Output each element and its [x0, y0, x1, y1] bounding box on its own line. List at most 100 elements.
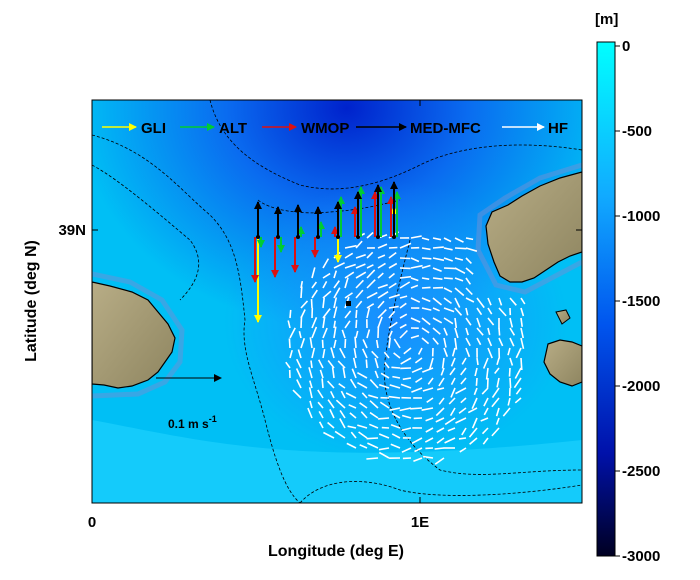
- hf-vector: [443, 317, 454, 325]
- hf-vector: [402, 377, 412, 381]
- hf-vector: [300, 316, 303, 329]
- legend-label-wmop: WMOP: [301, 120, 349, 137]
- hf-vector: [344, 244, 357, 249]
- hf-vector: [378, 433, 390, 439]
- shallow-south: [92, 420, 582, 503]
- hf-vector: [295, 358, 302, 369]
- hf-vector: [476, 337, 482, 346]
- hf-vector: [333, 306, 338, 319]
- hf-vector: [353, 348, 357, 359]
- hf-vector: [388, 337, 391, 349]
- hf-vector: [450, 357, 456, 367]
- hf-vector: [391, 433, 401, 439]
- hf-vector: [289, 309, 292, 319]
- x-tick-label: 0: [88, 514, 96, 531]
- hf-vector: [421, 407, 434, 411]
- hf-vector: [432, 337, 439, 345]
- hf-vector: [344, 292, 353, 299]
- hf-vector: [421, 237, 430, 241]
- hf-vector: [438, 377, 445, 387]
- hf-vector: [335, 399, 346, 409]
- hf-vector: [443, 237, 452, 243]
- hf-vector: [329, 390, 335, 399]
- hf-vector: [421, 264, 431, 269]
- station-marker: [346, 301, 351, 306]
- isobath: [209, 100, 582, 190]
- hf-vector: [435, 407, 445, 417]
- hf-vector: [344, 338, 347, 349]
- hf-vector: [410, 235, 422, 239]
- hf-vector: [495, 417, 500, 425]
- hf-vector: [471, 397, 478, 410]
- hf-vector: [401, 414, 412, 419]
- hf-vector: [520, 297, 526, 305]
- hf-vector: [458, 407, 467, 414]
- hf-vector: [520, 307, 525, 317]
- hf-vector: [298, 331, 302, 339]
- hf-vector: [366, 307, 371, 319]
- hf-vector: [454, 257, 464, 261]
- hf-vector: [399, 275, 412, 279]
- hf-vector: [454, 297, 461, 308]
- hf-vector: [458, 437, 467, 440]
- hf-vector: [355, 289, 364, 299]
- hf-vector: [474, 367, 478, 377]
- hf-vector: [339, 347, 346, 359]
- hf-vector: [441, 357, 445, 369]
- hf-vector: [399, 281, 411, 289]
- hf-vector: [300, 300, 309, 309]
- hf-vector: [507, 347, 511, 356]
- hf-vector: [368, 423, 379, 429]
- hf-vector: [355, 263, 366, 269]
- hf-vector: [377, 272, 384, 279]
- isobath: [299, 481, 582, 503]
- colorbar-tick-label: -3000: [622, 548, 660, 565]
- hf-vector: [422, 387, 434, 392]
- hf-vector: [491, 397, 500, 408]
- hf-vector: [388, 310, 396, 319]
- hf-vector: [432, 267, 442, 273]
- colorbar-tick-label: -2000: [622, 378, 660, 395]
- hf-vector: [377, 254, 386, 259]
- hf-vector: [507, 397, 511, 406]
- hf-vector: [327, 380, 335, 389]
- hf-vector: [355, 309, 358, 319]
- hf-vector: [357, 371, 368, 379]
- hf-vector: [476, 317, 481, 328]
- colorbar-tick-label: -1000: [622, 208, 660, 225]
- hf-vector: [317, 389, 324, 399]
- hf-vector: [454, 267, 466, 275]
- hf-vector: [414, 447, 423, 453]
- hf-vector: [465, 247, 478, 252]
- hf-vector: [292, 389, 302, 399]
- hf-vector: [443, 267, 456, 270]
- legend-label-gli: GLI: [141, 120, 166, 137]
- hf-vector: [360, 411, 368, 419]
- section-station: [356, 235, 360, 239]
- hf-vector: [377, 309, 387, 319]
- hf-vector: [366, 269, 376, 279]
- hf-vector: [495, 407, 500, 417]
- hf-vector: [311, 326, 318, 339]
- hf-vector: [451, 347, 456, 357]
- hf-vector: [322, 348, 326, 359]
- hf-vector: [377, 262, 386, 269]
- hf-vector: [421, 297, 431, 303]
- hf-vector: [388, 262, 398, 269]
- hf-vector: [465, 347, 471, 358]
- hf-vector: [454, 237, 464, 243]
- hf-vector: [317, 359, 324, 369]
- hf-vector: [322, 281, 328, 289]
- hf-vector: [436, 437, 445, 444]
- hf-vector: [498, 337, 504, 347]
- hf-vector: [377, 316, 383, 329]
- hf-vector: [509, 327, 516, 336]
- hf-vector: [434, 457, 445, 465]
- hf-vector: [411, 387, 423, 393]
- hf-vector: [413, 457, 423, 462]
- hf-vector: [461, 427, 467, 436]
- hf-vector: [379, 401, 390, 409]
- hf-vector: [399, 329, 408, 339]
- hf-vector: [344, 277, 349, 289]
- hf-vector: [482, 437, 489, 445]
